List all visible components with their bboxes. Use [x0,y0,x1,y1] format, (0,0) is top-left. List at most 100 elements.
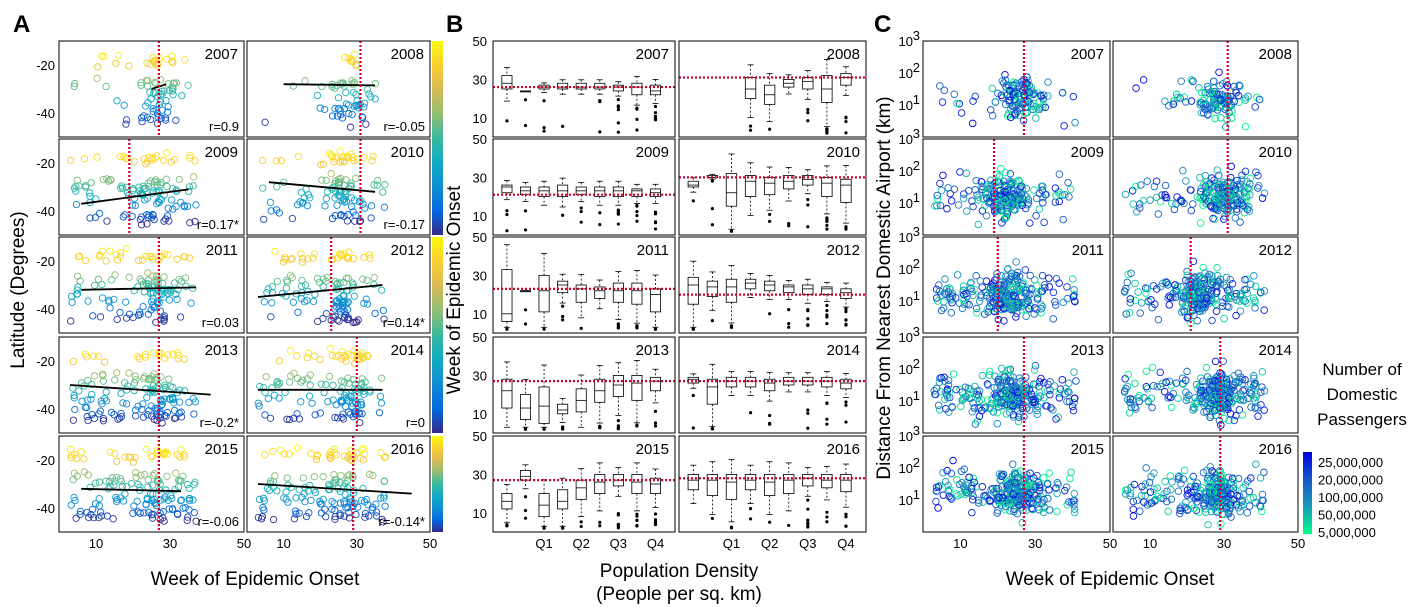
outlier-point [844,131,847,134]
data-point [976,298,983,305]
outlier-point [635,220,638,223]
data-point [122,212,128,218]
correlation-label: r=0.03 [202,315,239,330]
correlation-label: r=-0.05 [383,119,425,134]
data-point [274,184,280,190]
y-tick-label: 10 [899,230,913,245]
data-point [302,282,308,288]
data-point [94,154,100,160]
y-tick-label: 10 [899,164,913,179]
y-tick-exponent: 1 [913,388,920,403]
data-point [287,347,293,353]
data-point [139,119,145,125]
data-point [1070,93,1077,100]
correlation-label: r=0 [406,415,425,430]
data-point [270,448,276,454]
data-point [320,473,326,479]
data-point [955,202,962,209]
year-label: 2016 [391,441,424,458]
box [520,395,530,420]
outlier-point [654,518,657,521]
data-point [1130,506,1137,513]
data-point [94,75,100,81]
y-tick-label: 10 [899,66,913,81]
outlier-point [711,207,714,210]
outlier-point [598,223,601,226]
outlier-point [844,323,847,326]
year-label: 2011 [1072,242,1104,259]
y-tick-label: -40 [36,204,55,219]
data-point [161,274,167,280]
outlier-point [844,318,847,321]
y-tick-label: -40 [36,106,55,121]
data-point [1046,470,1053,477]
x-tick-label: 30 [1217,536,1231,551]
year-label: 2009 [205,144,238,161]
outlier-point [844,400,847,403]
outlier-point [617,426,620,429]
data-point [181,356,187,362]
data-point [316,279,322,285]
data-point [1257,475,1264,482]
data-point [370,153,376,159]
box [707,379,717,404]
data-point [1022,267,1029,274]
data-point [1045,495,1052,502]
data-point [1239,412,1246,419]
outlier-point [825,130,828,133]
data-point [1251,273,1258,280]
data-point [337,148,343,154]
data-point [1181,467,1188,474]
data-point [944,205,951,212]
data-point [1162,98,1169,105]
data-point [951,186,958,193]
data-point [1175,488,1182,495]
data-point [1155,316,1162,323]
data-point [942,276,949,283]
box [558,281,568,293]
data-point [1068,469,1075,476]
year-label: 2010 [391,144,424,161]
data-point [188,300,194,306]
data-point [1070,407,1077,414]
y-tick-exponent: 2 [913,356,920,371]
data-point [328,170,334,176]
outlier-point [654,421,657,424]
data-point [103,389,109,395]
data-point [1183,499,1190,506]
data-point [960,283,967,290]
data-point [1053,416,1060,423]
data-point [382,503,388,509]
data-point [334,202,340,208]
outlier-point [749,411,752,414]
data-point [1252,104,1259,111]
data-point [114,316,120,322]
data-point [118,390,124,396]
x-tick-label: Q1 [535,536,552,551]
colorbar-tick-label: 5,000,000 [1318,525,1376,540]
data-point [260,185,266,191]
y-tick-label: 50 [473,230,487,245]
panel-b-subplot-2008 [679,59,866,134]
y-tick-label: 10 [473,307,487,322]
data-point [319,177,325,183]
data-point [998,365,1005,372]
outlier-point [505,209,508,212]
data-point [950,371,957,378]
colorbar-tick-label: 20,000,000 [1318,473,1383,488]
data-point [308,497,314,503]
data-point [948,309,955,316]
data-point [1034,411,1041,418]
y-tick-exponent: 1 [913,487,920,502]
data-point [70,358,76,364]
data-point [190,174,196,180]
outlier-point [844,404,847,407]
outlier-point [806,427,809,430]
outlier-point [825,511,828,514]
data-point [1050,407,1057,414]
outlier-point [806,225,809,228]
outlier-point [505,524,508,527]
data-point [172,280,178,286]
year-label: 2010 [827,144,860,161]
data-point [1150,382,1157,389]
